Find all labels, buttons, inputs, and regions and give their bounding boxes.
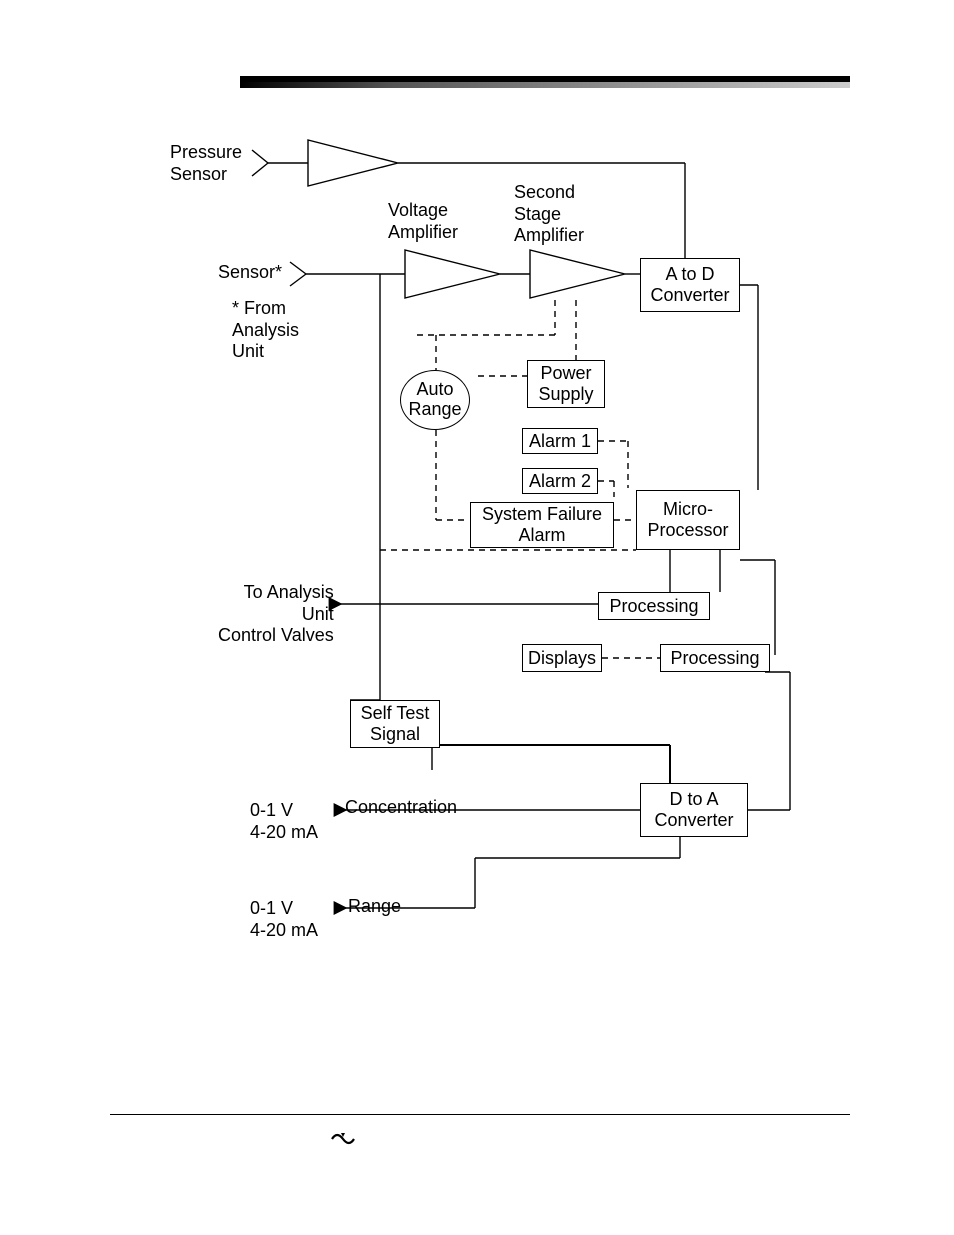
- footer-logo-icon: [330, 1130, 356, 1153]
- diagram-container: Pressure Sensor Sensor* * From Analysis …: [0, 0, 954, 1235]
- second-stage-amplifier-label: Second Stage Amplifier: [514, 182, 584, 247]
- range-label: Range: [348, 896, 401, 918]
- sensor-star-label: Sensor*: [218, 262, 282, 284]
- displays-node: Displays: [522, 644, 602, 672]
- auto-range-node: Auto Range: [400, 370, 470, 430]
- processing2-node: Processing: [660, 644, 770, 672]
- wiring-svg: [0, 0, 954, 1235]
- ad-converter-node: A to D Converter: [640, 258, 740, 312]
- alarm2-node: Alarm 2: [522, 468, 598, 494]
- voltage-amplifier-label: Voltage Amplifier: [388, 200, 458, 243]
- to-analysis-unit-label: To Analysis Unit Control Valves: [218, 582, 334, 647]
- top-rule-grey: [240, 82, 850, 88]
- self-test-signal-node: Self Test Signal: [350, 700, 440, 748]
- footer-rule: [110, 1114, 850, 1115]
- out1-label: 0-1 V 4-20 mA: [250, 800, 318, 843]
- system-failure-alarm-node: System Failure Alarm: [470, 502, 614, 548]
- power-supply-node: Power Supply: [527, 360, 605, 408]
- from-analysis-unit-label: * From Analysis Unit: [232, 298, 299, 363]
- concentration-label: Concentration: [345, 797, 457, 819]
- micro-processor-node: Micro- Processor: [636, 490, 740, 550]
- alarm1-node: Alarm 1: [522, 428, 598, 454]
- pressure-sensor-label: Pressure Sensor: [170, 142, 242, 185]
- da-converter-node: D to A Converter: [640, 783, 748, 837]
- processing1-node: Processing: [598, 592, 710, 620]
- out2-label: 0-1 V 4-20 mA: [250, 898, 318, 941]
